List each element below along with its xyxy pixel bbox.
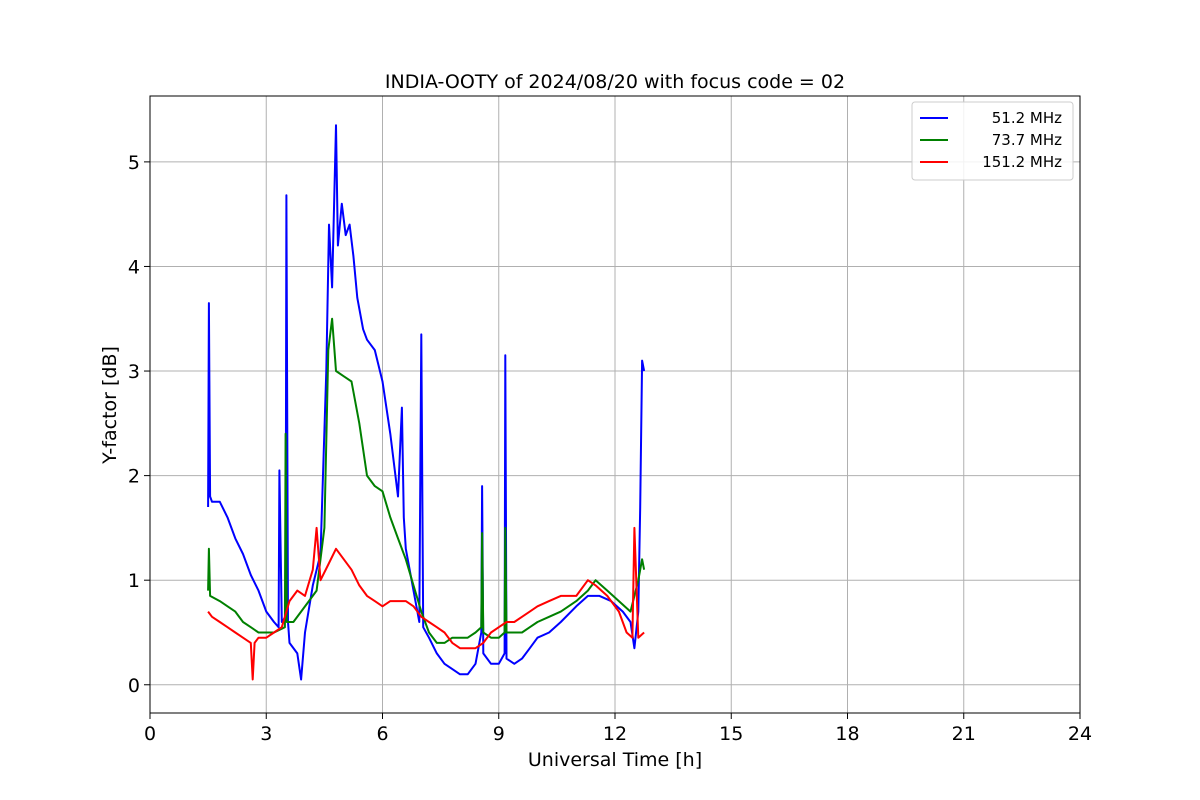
- y-tick-label: 5: [128, 152, 140, 174]
- y-tick-label: 0: [128, 675, 140, 697]
- x-axis-label: Universal Time [h]: [528, 749, 702, 771]
- legend-label: 73.7 MHz: [992, 131, 1062, 149]
- x-tick-label: 24: [1068, 723, 1092, 745]
- x-tick-label: 0: [144, 723, 156, 745]
- x-tick-label: 18: [835, 723, 859, 745]
- x-tick-label: 3: [260, 723, 272, 745]
- x-tick-label: 6: [376, 723, 388, 745]
- chart-title: INDIA-OOTY of 2024/08/20 with focus code…: [385, 71, 845, 93]
- y-tick-label: 1: [128, 570, 140, 592]
- series-line: [207, 526, 645, 681]
- series-line: [207, 124, 646, 681]
- x-tick-label: 9: [493, 723, 505, 745]
- legend-label: 51.2 MHz: [992, 109, 1062, 127]
- series-layer: [207, 124, 646, 681]
- x-tick-label: 21: [952, 723, 976, 745]
- legend: 51.2 MHz 73.7 MHz 151.2 MHz: [911, 101, 1074, 181]
- legend-box: [911, 101, 1074, 181]
- x-tick-label: 15: [719, 723, 743, 745]
- y-tick-label: 3: [128, 361, 140, 383]
- x-tick-label: 12: [603, 723, 627, 745]
- y-axis-label: Y-factor [dB]: [99, 346, 121, 465]
- y-tick-label: 4: [128, 256, 140, 278]
- legend-label: 151.2 MHz: [982, 153, 1062, 171]
- y-tick-label: 2: [128, 466, 140, 488]
